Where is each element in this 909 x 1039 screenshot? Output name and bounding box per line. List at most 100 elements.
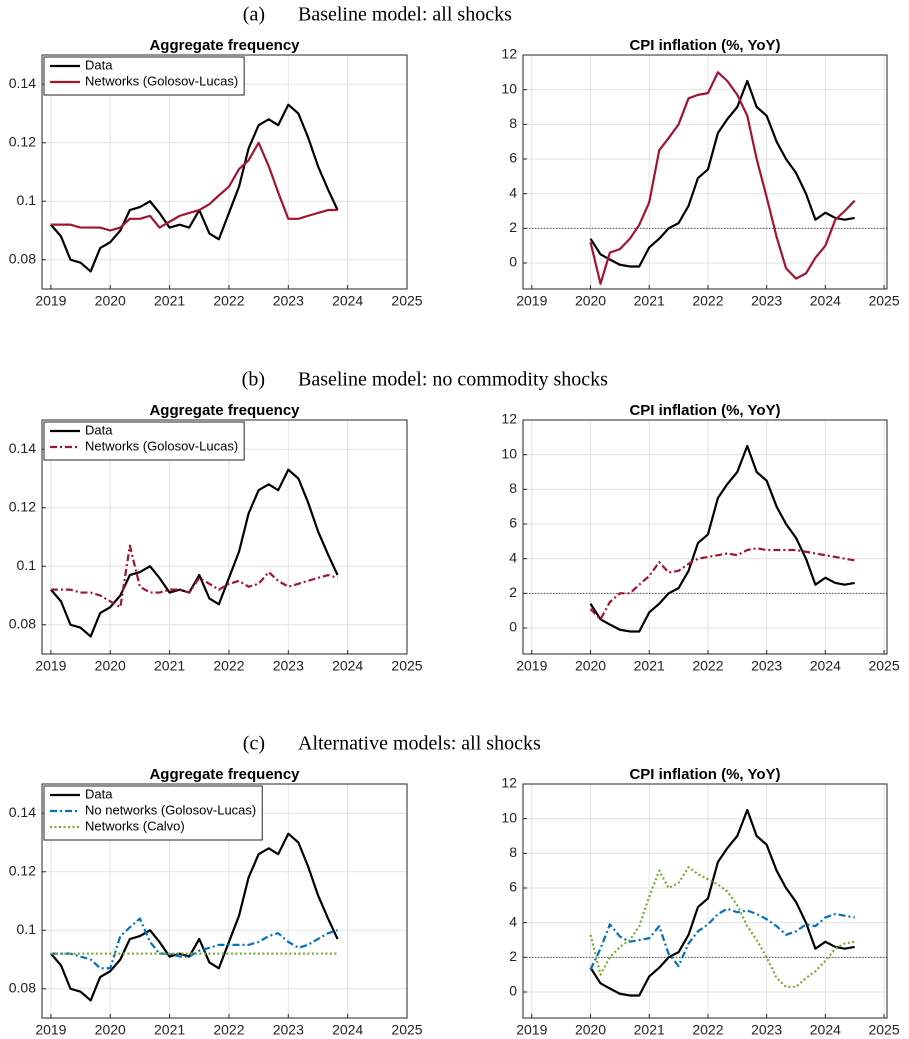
y-tick-label: 0.14 bbox=[9, 440, 36, 456]
x-tick-label: 2022 bbox=[692, 293, 723, 309]
data-line bbox=[589, 444, 855, 633]
panel-title: Baseline model: all shocks bbox=[298, 4, 512, 26]
data-line bbox=[50, 468, 339, 638]
x-tick-label: 2020 bbox=[575, 658, 606, 674]
y-tick-label: 0.08 bbox=[9, 979, 36, 995]
x-tick-label: 2023 bbox=[273, 293, 304, 309]
y-tick-label: 0.12 bbox=[9, 133, 36, 149]
y-tick-label: 0 bbox=[509, 983, 517, 999]
x-tick-label: 2023 bbox=[751, 293, 782, 309]
axes-box bbox=[41, 419, 408, 655]
panel-title: Alternative models: all shocks bbox=[298, 733, 541, 755]
x-tick-label: 2019 bbox=[35, 293, 66, 309]
x-tick-label: 2022 bbox=[213, 1022, 244, 1038]
panel-label: (c) bbox=[243, 733, 265, 755]
y-tick-label: 0 bbox=[509, 619, 517, 635]
legend-label: Data bbox=[85, 786, 113, 801]
x-tick-label: 2021 bbox=[634, 1022, 665, 1038]
legend-label: Networks (Golosov-Lucas) bbox=[85, 73, 238, 88]
x-tick-label: 2022 bbox=[213, 293, 244, 309]
legend-box bbox=[43, 785, 263, 841]
x-tick-label: 2021 bbox=[634, 293, 665, 309]
y-tick-label: 0.14 bbox=[9, 804, 36, 820]
x-tick-label: 2021 bbox=[154, 293, 185, 309]
y-tick-label: 0.12 bbox=[9, 862, 36, 878]
data-line bbox=[50, 544, 338, 609]
y-tick-label: 2 bbox=[509, 584, 517, 600]
data-line bbox=[50, 141, 338, 232]
x-tick-label: 2025 bbox=[868, 293, 899, 309]
x-tick-label: 2020 bbox=[575, 1022, 606, 1038]
chart-title: CPI inflation (%, YoY) bbox=[629, 402, 780, 419]
y-tick-label: 0.08 bbox=[9, 250, 36, 266]
x-tick-label: 2021 bbox=[154, 1022, 185, 1038]
y-tick-label: 12 bbox=[501, 411, 517, 427]
data-line bbox=[589, 79, 855, 268]
y-tick-label: 4 bbox=[509, 549, 517, 565]
legend-label: Networks (Calvo) bbox=[85, 818, 185, 833]
panel-label: (b) bbox=[242, 369, 265, 391]
x-tick-label: 2022 bbox=[692, 658, 723, 674]
axes-box bbox=[41, 783, 408, 1019]
axes-box bbox=[522, 54, 888, 290]
axes-box bbox=[522, 783, 888, 1019]
legend-label: Data bbox=[85, 422, 113, 437]
y-tick-label: 0.08 bbox=[9, 615, 36, 631]
y-tick-label: 6 bbox=[509, 515, 517, 531]
x-tick-label: 2025 bbox=[391, 658, 422, 674]
x-tick-label: 2022 bbox=[213, 658, 244, 674]
chart-title: Aggregate frequency bbox=[149, 766, 300, 783]
data-line bbox=[589, 866, 855, 988]
x-tick-label: 2024 bbox=[810, 658, 841, 674]
x-tick-label: 2020 bbox=[95, 1022, 126, 1038]
x-tick-label: 2019 bbox=[516, 658, 547, 674]
y-tick-label: 0.14 bbox=[9, 75, 36, 91]
y-tick-label: 6 bbox=[509, 879, 517, 895]
x-tick-label: 2021 bbox=[154, 658, 185, 674]
y-tick-label: 10 bbox=[501, 809, 517, 825]
axes-box bbox=[41, 54, 408, 290]
x-tick-label: 2020 bbox=[95, 658, 126, 674]
y-tick-label: 6 bbox=[509, 150, 517, 166]
x-tick-label: 2020 bbox=[95, 293, 126, 309]
legend-label: No networks (Golosov-Lucas) bbox=[85, 802, 256, 817]
legend-box bbox=[43, 56, 245, 96]
legend-box bbox=[43, 421, 245, 461]
y-tick-label: 8 bbox=[509, 480, 517, 496]
chart-title: CPI inflation (%, YoY) bbox=[629, 766, 780, 783]
x-tick-label: 2025 bbox=[868, 658, 899, 674]
x-tick-label: 2024 bbox=[332, 1022, 363, 1038]
x-tick-label: 2025 bbox=[391, 293, 422, 309]
x-tick-label: 2023 bbox=[273, 1022, 304, 1038]
axes-box bbox=[522, 419, 888, 655]
data-line bbox=[589, 907, 855, 970]
y-tick-label: 2 bbox=[509, 219, 517, 235]
data-line bbox=[589, 71, 856, 285]
x-tick-label: 2025 bbox=[391, 1022, 422, 1038]
x-tick-label: 2025 bbox=[868, 1022, 899, 1038]
x-tick-label: 2021 bbox=[634, 658, 665, 674]
y-tick-label: 4 bbox=[509, 913, 517, 929]
chart-title: CPI inflation (%, YoY) bbox=[629, 37, 780, 54]
panel-label: (a) bbox=[243, 4, 265, 26]
x-tick-label: 2023 bbox=[751, 658, 782, 674]
y-tick-label: 0.1 bbox=[17, 557, 37, 573]
y-tick-label: 12 bbox=[501, 775, 517, 791]
y-tick-label: 12 bbox=[501, 46, 517, 62]
y-tick-label: 0.1 bbox=[17, 192, 37, 208]
x-tick-label: 2019 bbox=[516, 293, 547, 309]
data-line bbox=[589, 808, 855, 997]
chart-title: Aggregate frequency bbox=[149, 37, 300, 54]
data-line bbox=[50, 103, 339, 273]
y-tick-label: 0.12 bbox=[9, 498, 36, 514]
chart-title: Aggregate frequency bbox=[149, 402, 300, 419]
x-tick-label: 2024 bbox=[810, 1022, 841, 1038]
x-tick-label: 2019 bbox=[35, 1022, 66, 1038]
y-tick-label: 4 bbox=[509, 184, 517, 200]
legend-label: Data bbox=[85, 57, 113, 72]
x-tick-label: 2020 bbox=[575, 293, 606, 309]
